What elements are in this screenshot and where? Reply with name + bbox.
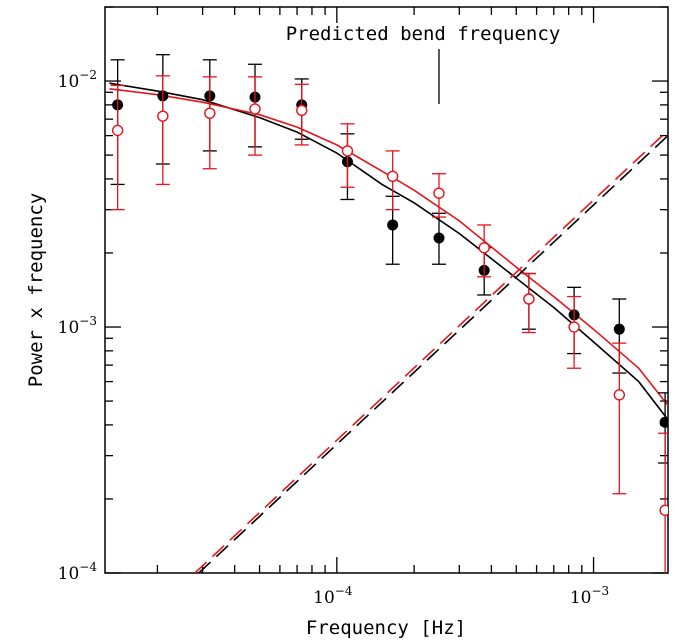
point-marker <box>478 242 490 254</box>
x-tick-label: 10−4 <box>313 584 353 608</box>
plot-frame <box>104 6 669 574</box>
point-marker <box>296 104 308 117</box>
point-marker <box>613 389 626 401</box>
x-axis-label: Frequency [Hz] <box>306 617 466 639</box>
model-curve <box>109 82 668 421</box>
data-points <box>110 54 668 573</box>
data-point <box>155 75 170 186</box>
y-tick-label: 10−3 <box>58 314 97 338</box>
annotation-text: Predicted bend frequency <box>286 23 561 45</box>
data-point <box>385 150 400 211</box>
data-point <box>340 123 355 188</box>
point-marker <box>249 103 261 115</box>
point-marker <box>433 187 445 199</box>
model-curves <box>109 82 668 573</box>
point-marker <box>204 107 216 119</box>
tick-labels: 10−4 10−3 10−4 10−3 10−2 <box>58 68 610 608</box>
point-marker <box>387 219 399 231</box>
point-marker <box>386 170 399 182</box>
point-marker <box>111 124 124 137</box>
y-axis-label: Power x frequency <box>25 193 47 387</box>
point-marker <box>613 323 625 335</box>
point-marker <box>523 293 535 305</box>
data-point <box>248 76 263 156</box>
data-point <box>431 212 446 265</box>
y-tick-label: 10−4 <box>58 560 98 584</box>
data-point <box>431 173 446 218</box>
point-marker <box>659 416 668 428</box>
y-tick-label: 10−2 <box>58 68 97 92</box>
x-tick-label: 10−3 <box>570 584 609 608</box>
dashed-model-line <box>194 129 668 573</box>
data-point <box>477 224 492 278</box>
point-marker <box>568 321 580 333</box>
data-point <box>110 84 125 211</box>
dashed-model-line <box>198 135 668 573</box>
bend-annotation: Predicted bend frequency <box>286 23 561 104</box>
point-marker <box>157 110 169 122</box>
point-marker <box>341 145 354 157</box>
data-point <box>658 432 668 573</box>
data-point <box>202 76 217 170</box>
point-marker <box>659 504 668 516</box>
axis-ticks <box>105 6 668 574</box>
model-curve <box>109 88 668 406</box>
data-point <box>521 272 536 334</box>
data-point <box>567 295 582 369</box>
data-point <box>612 342 627 495</box>
data-point <box>294 83 309 146</box>
point-marker <box>433 232 445 244</box>
